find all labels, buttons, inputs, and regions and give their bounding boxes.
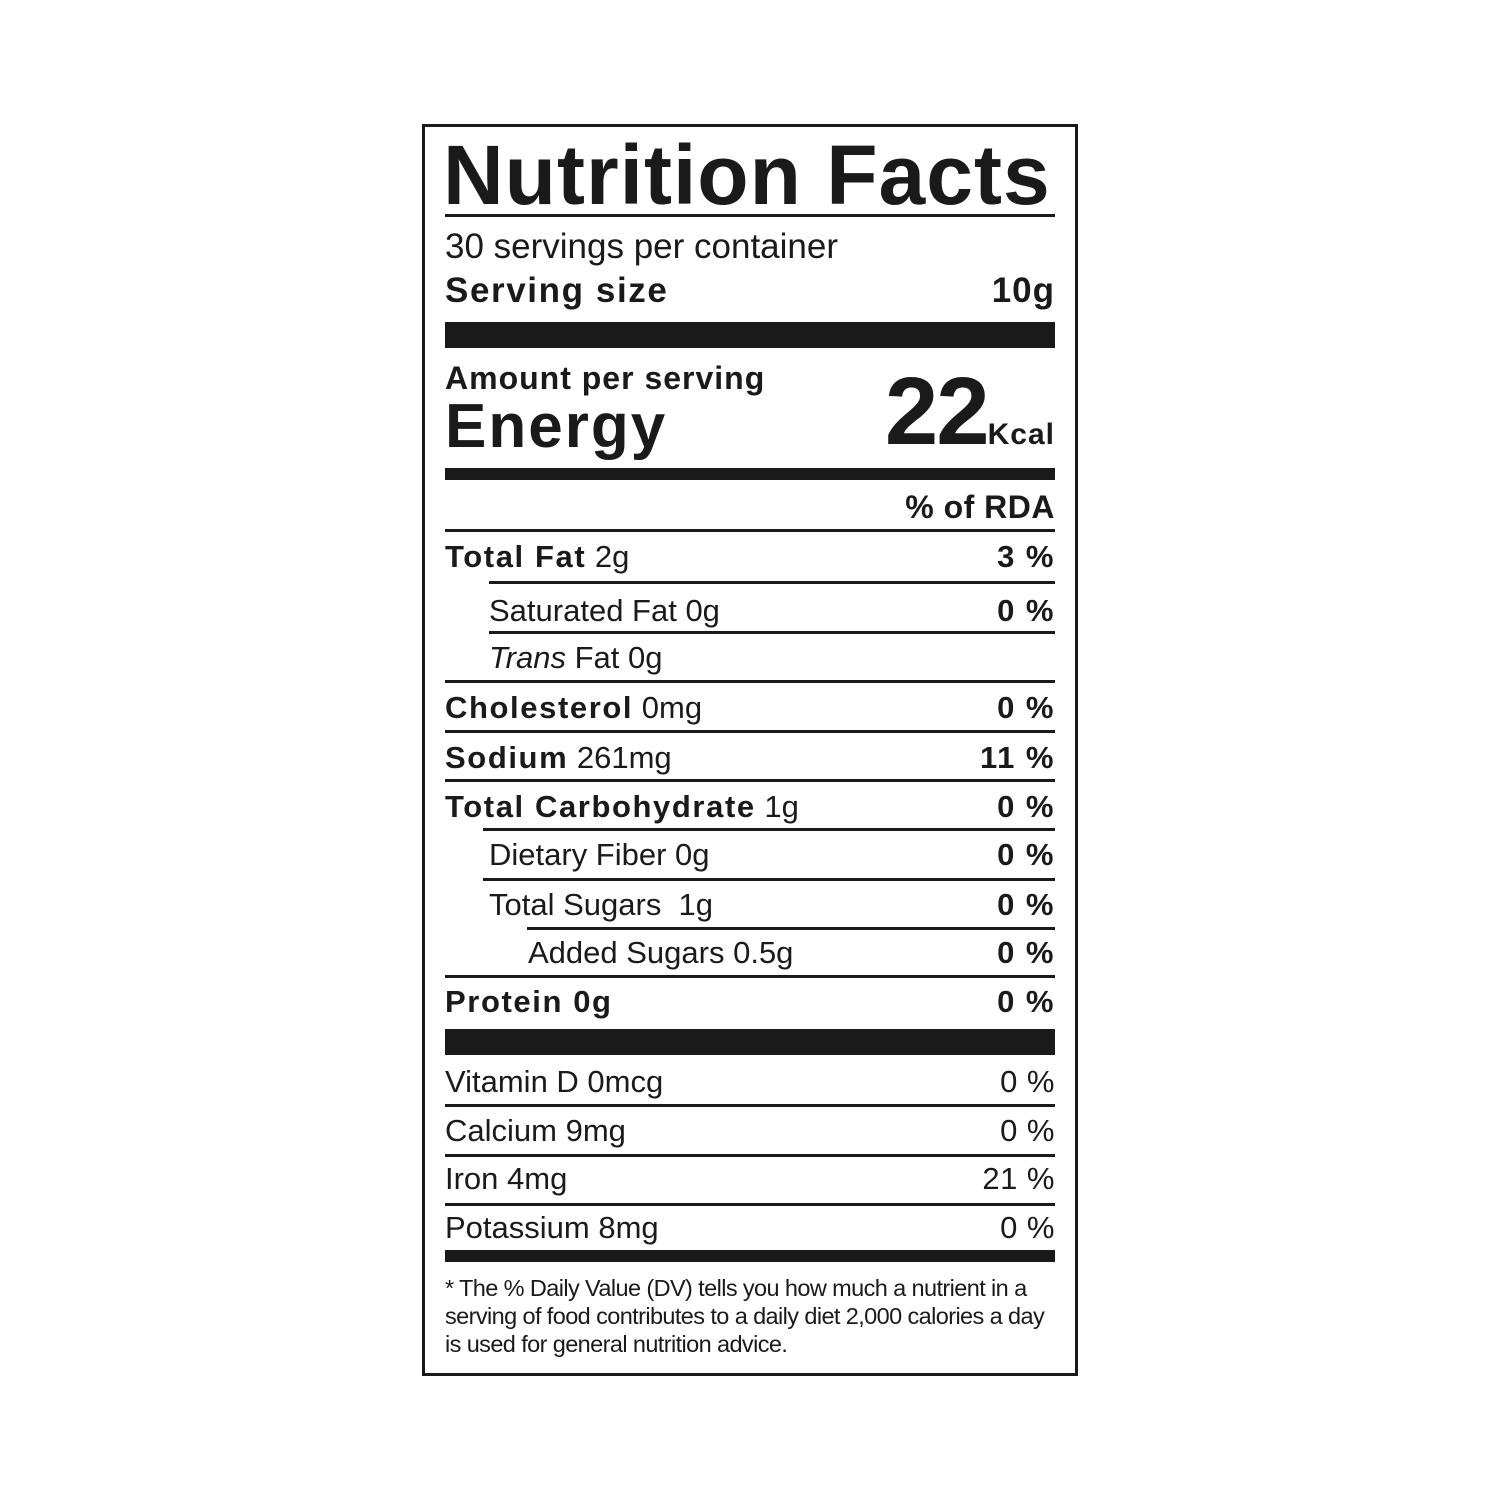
nutrient-name: Cholesterol xyxy=(445,690,634,725)
nutrient-name: Sodium xyxy=(445,740,569,775)
medium-divider xyxy=(445,468,1055,480)
nutrient-pct: 0 % xyxy=(997,789,1055,824)
divider xyxy=(489,631,1055,634)
nutrient-name: Added Sugars 0.5g xyxy=(528,935,794,970)
nutrient-row-saturated-fat: Saturated Fat 0g 0 % xyxy=(445,589,1055,633)
nutrient-row-sodium: Sodium 261mg 11 % xyxy=(445,736,1055,780)
nutrient-amount: 2g xyxy=(594,539,630,574)
nutrient-amount: Fat 0g xyxy=(574,640,663,675)
nutrient-name: Protein 0g xyxy=(445,984,613,1019)
energy-value: 22Kcal xyxy=(885,362,1055,490)
energy-unit: Kcal xyxy=(987,418,1055,451)
vitamin-pct: 0 % xyxy=(1000,1064,1055,1099)
thick-divider xyxy=(445,322,1055,348)
nutrient-name: Saturated Fat 0g xyxy=(489,593,720,628)
nutrient-name: Total Carbohydrate xyxy=(445,789,756,824)
divider xyxy=(445,1104,1055,1107)
divider xyxy=(445,975,1055,978)
divider xyxy=(445,680,1055,683)
divider xyxy=(445,1203,1055,1206)
nutrient-name: Total Sugars 1g xyxy=(489,887,714,922)
serving-size-label: Serving size xyxy=(445,271,669,310)
nutrient-amount: 261mg xyxy=(576,740,672,775)
nutrient-row-protein: Protein 0g 0 % xyxy=(445,980,1055,1024)
footnote: * The % Daily Value (DV) tells you how m… xyxy=(445,1275,1045,1357)
vitamin-row-vitamin-d: Vitamin D 0mcg 0 % xyxy=(445,1060,1055,1104)
nutrient-name: Dietary Fiber 0g xyxy=(489,837,710,872)
divider xyxy=(483,828,1055,831)
divider xyxy=(445,1154,1055,1157)
energy-label: Energy xyxy=(445,392,668,461)
servings-per-container: 30 servings per container xyxy=(445,227,838,266)
rda-header: % of RDA xyxy=(905,489,1055,525)
vitamin-pct: 21 % xyxy=(982,1161,1055,1196)
divider xyxy=(445,529,1055,532)
nutrient-amount: 0mg xyxy=(641,690,703,725)
vitamin-row-calcium: Calcium 9mg 0 % xyxy=(445,1109,1055,1153)
nutrient-pct: 0 % xyxy=(997,887,1055,922)
divider xyxy=(445,730,1055,733)
vitamin-pct: 0 % xyxy=(1000,1210,1055,1245)
nutrient-row-added-sugars: Added Sugars 0.5g 0 % xyxy=(445,931,1055,975)
vitamin-name: Vitamin D 0mcg xyxy=(445,1064,664,1099)
divider xyxy=(489,581,1055,584)
divider xyxy=(483,878,1055,881)
vitamin-name: Calcium 9mg xyxy=(445,1113,626,1148)
nutrient-name: Total Fat xyxy=(445,539,587,574)
vitamin-row-iron: Iron 4mg 21 % xyxy=(445,1157,1055,1201)
nutrient-row-total-fat: Total Fat 2g 3 % xyxy=(445,535,1055,579)
divider xyxy=(445,214,1055,217)
thick-divider xyxy=(445,1029,1055,1055)
nutrient-row-cholesterol: Cholesterol 0mg 0 % xyxy=(445,686,1055,730)
nutrient-pct: 0 % xyxy=(997,837,1055,872)
amount-per-serving: Amount per serving xyxy=(445,360,766,396)
serving-size-value: 10g xyxy=(991,271,1055,310)
label-title: Nutrition Facts xyxy=(443,128,1051,222)
vitamin-row-potassium: Potassium 8mg 0 % xyxy=(445,1206,1055,1250)
nutrient-pct: 3 % xyxy=(997,539,1055,574)
medium-divider xyxy=(445,1250,1055,1262)
nutrient-amount: 1g xyxy=(764,789,799,824)
nutrient-pct: 0 % xyxy=(997,690,1055,725)
nutrient-pct: 0 % xyxy=(997,593,1055,628)
nutrient-pct: 0 % xyxy=(997,984,1055,1019)
divider xyxy=(445,779,1055,782)
nutrient-name: Trans xyxy=(489,640,566,675)
vitamin-name: Potassium 8mg xyxy=(445,1210,659,1245)
nutrient-row-dietary-fiber: Dietary Fiber 0g 0 % xyxy=(445,833,1055,877)
energy-number: 22 xyxy=(884,358,990,465)
vitamin-name: Iron 4mg xyxy=(445,1161,568,1196)
nutrition-label-frame xyxy=(422,124,1078,1376)
nutrient-row-trans-fat: Trans Fat 0g xyxy=(445,636,1055,680)
nutrient-pct: 0 % xyxy=(997,935,1055,970)
nutrient-row-total-carbohydrate: Total Carbohydrate 1g 0 % xyxy=(445,785,1055,829)
divider xyxy=(527,927,1055,930)
nutrient-pct: 11 % xyxy=(980,740,1055,775)
vitamin-pct: 0 % xyxy=(1000,1113,1055,1148)
nutrient-row-total-sugars: Total Sugars 1g 0 % xyxy=(445,883,1055,927)
